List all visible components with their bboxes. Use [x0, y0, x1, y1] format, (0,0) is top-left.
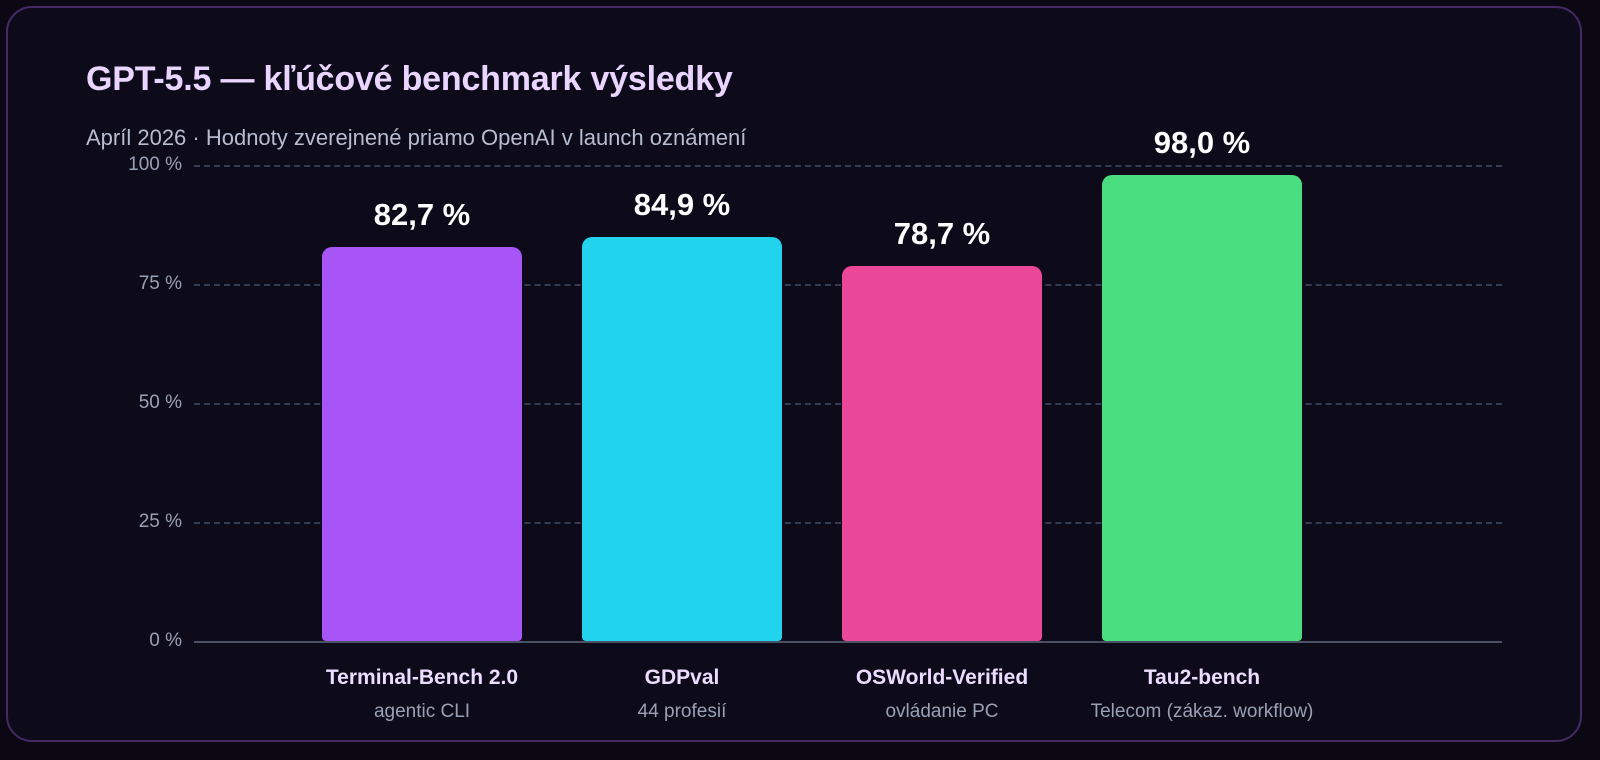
x-axis-category-label: GDPval	[644, 666, 720, 689]
x-axis-category-sublabel: ovládanie PC	[885, 701, 999, 722]
x-axis-category-sublabel: 44 profesií	[637, 701, 727, 722]
chart-title: GPT-5.5 — kľúčové benchmark výsledky	[86, 60, 733, 98]
y-axis-tick-label: 100 %	[128, 154, 182, 175]
x-axis-category-label: OSWorld-Verified	[855, 666, 1029, 689]
bar-value-label: 84,9 %	[633, 186, 731, 222]
chart-card: GPT-5.5 — kľúčové benchmark výsledky Apr…	[6, 6, 1582, 742]
bar[interactable]	[1102, 174, 1302, 641]
bar[interactable]	[582, 236, 782, 641]
y-axis-tick-label: 75 %	[138, 273, 182, 294]
x-axis-category-label: Tau2-bench	[1143, 666, 1261, 689]
x-axis-category-label: Terminal-Bench 2.0	[325, 666, 519, 689]
plot-area: 0 % 25 % 50 % 75 % 100 % 82,7 % Terminal-Bench…	[8, 8, 1580, 740]
y-axis-tick-label: 25 %	[138, 511, 182, 532]
bar[interactable]	[842, 266, 1042, 641]
bar[interactable]	[322, 247, 522, 641]
bar-value-label: 98,0 %	[1153, 124, 1251, 160]
x-axis-category-sublabel: agentic CLI	[373, 701, 471, 722]
bar-value-label: 78,7 %	[893, 216, 991, 252]
bar-value-label: 82,7 %	[373, 197, 471, 233]
gridline	[194, 165, 1502, 167]
x-axis-category-sublabel: Telecom (zákaz. workflow)	[1090, 701, 1314, 722]
x-axis-line	[194, 641, 1502, 643]
chart-subtitle: Apríl 2026 · Hodnoty zverejnené priamo O…	[86, 125, 747, 150]
y-axis-tick-label: 50 %	[138, 392, 182, 413]
y-axis-tick-label: 0 %	[149, 630, 182, 651]
